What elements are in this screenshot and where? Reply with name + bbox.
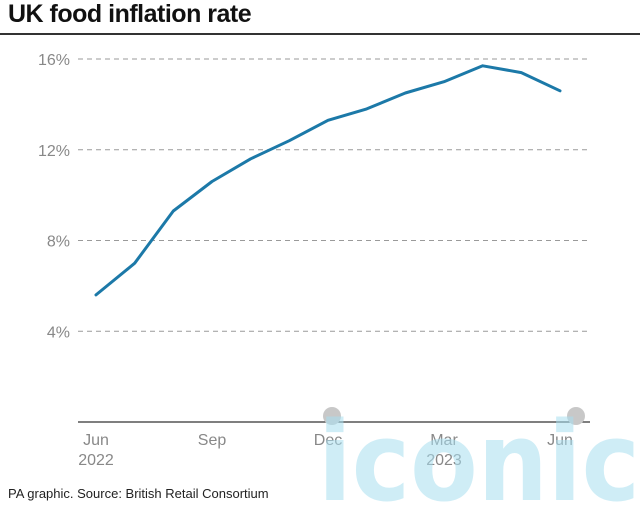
y-tick-label: 16%	[38, 52, 70, 69]
x-tick-year-label: 2023	[426, 452, 462, 469]
x-tick-year-label: 2022	[78, 452, 114, 469]
x-tick-label: Jun	[547, 432, 573, 449]
chart-title: UK food inflation rate	[8, 0, 252, 28]
x-tick-label: Sep	[198, 432, 227, 449]
series-line	[94, 64, 562, 297]
y-tick-label: 8%	[47, 234, 70, 251]
x-tick-label: Dec	[314, 432, 342, 449]
y-tick-label: 4%	[47, 324, 70, 341]
x-tick-label: Mar	[430, 432, 458, 449]
title-divider	[0, 33, 640, 35]
y-tick-label: 12%	[38, 143, 70, 160]
line-chart: 4% 8% 12% 16% Jun 2022 Sep Dec Mar 2023 Jun	[38, 52, 590, 469]
x-tick-label: Jun	[83, 432, 109, 449]
source-note: PA graphic. Source: British Retail Conso…	[8, 486, 269, 501]
